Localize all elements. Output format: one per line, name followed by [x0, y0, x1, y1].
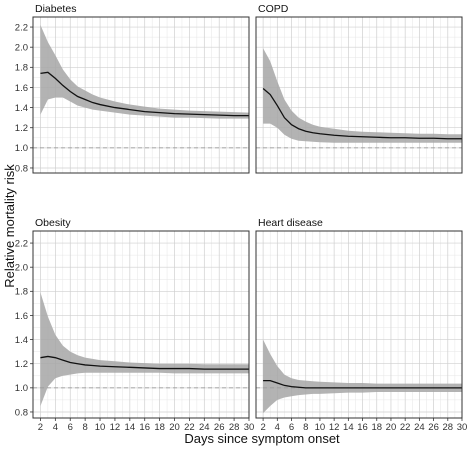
x-tick-label: 28 [443, 422, 454, 433]
y-tick-label: 1.8 [15, 287, 28, 298]
x-tick-label: 8 [82, 422, 87, 433]
x-tick-label: 22 [184, 422, 195, 433]
panel-title: Obesity [35, 217, 71, 229]
x-tick-label: 20 [169, 422, 180, 433]
confidence-band [40, 25, 250, 119]
x-tick-label: 18 [371, 422, 382, 433]
x-tick-label: 12 [329, 422, 340, 433]
x-tick-label: 14 [125, 422, 136, 433]
y-tick-label: 0.8 [15, 163, 28, 174]
x-tick-label: 26 [214, 422, 225, 433]
panel-border [32, 16, 250, 174]
panel-border [32, 230, 250, 419]
x-tick-label: 26 [428, 422, 439, 433]
y-tick-label: 1.4 [15, 103, 28, 114]
panel-title: Diabetes [35, 3, 76, 15]
panel-background [256, 17, 462, 173]
y-tick-label: 1.0 [15, 143, 28, 154]
y-tick-label: 1.4 [15, 335, 28, 346]
y-tick-label: 2.0 [15, 262, 28, 273]
y-tick-label: 1.8 [15, 63, 28, 74]
y-tick-label: 2.0 [15, 42, 28, 53]
estimate-line [40, 355, 249, 370]
x-tick-label: 10 [95, 422, 106, 433]
y-tick-label: 1.0 [15, 383, 28, 394]
y-tick-label: 2.2 [15, 238, 28, 249]
x-tick-label: 30 [244, 422, 255, 433]
panel-title: COPD [258, 3, 289, 15]
x-tick-label: 18 [154, 422, 165, 433]
y-tick-label: 1.6 [15, 83, 28, 94]
y-tick-label: 2.2 [15, 22, 28, 33]
x-tick-label: 24 [414, 422, 425, 433]
x-tick-label: 28 [229, 422, 240, 433]
x-tick-label: 24 [199, 422, 210, 433]
x-tick-label: 4 [53, 422, 58, 433]
x-tick-label: 2 [38, 422, 43, 433]
x-tick-label: 16 [357, 422, 368, 433]
panel-title: Heart disease [258, 217, 323, 229]
x-tick-label: 14 [343, 422, 354, 433]
estimate-line [40, 71, 249, 117]
x-tick-label: 6 [289, 422, 294, 433]
y-tick-label: 0.8 [15, 407, 28, 418]
x-tick-label: 16 [139, 422, 150, 433]
x-tick-label: 30 [457, 422, 468, 433]
x-tick-label: 10 [315, 422, 326, 433]
x-tick-label: 22 [400, 422, 411, 433]
x-tick-label: 20 [386, 422, 397, 433]
x-tick-label: 4 [275, 422, 280, 433]
y-tick-label: 1.2 [15, 123, 28, 134]
y-tick-label: 1.6 [15, 311, 28, 322]
x-tick-label: 12 [110, 422, 121, 433]
y-tick-label: 1.2 [15, 359, 28, 370]
x-tick-label: 8 [303, 422, 308, 433]
estimate-line [263, 379, 462, 389]
x-axis-title: Days since symptom onset [184, 431, 340, 446]
estimate-line [262, 87, 462, 140]
panel-background [33, 231, 249, 418]
x-tick-label: 6 [68, 422, 73, 433]
y-axis-title: Relative mortality risk [2, 164, 17, 288]
panel-border [255, 230, 463, 419]
panel-border [255, 16, 463, 174]
x-tick-label: 2 [260, 422, 265, 433]
